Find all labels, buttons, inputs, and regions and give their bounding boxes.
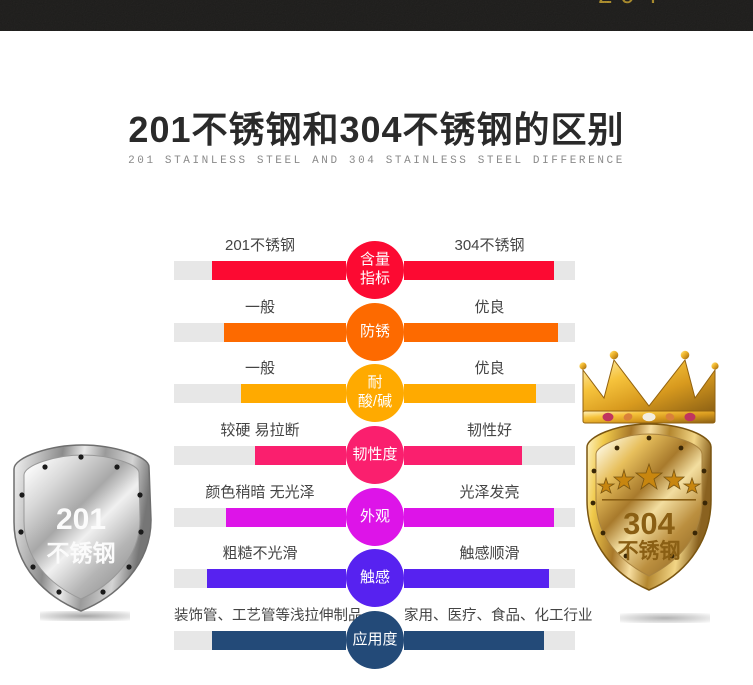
svg-text:不锈钢: 不锈钢 <box>47 540 116 566</box>
svg-text:304: 304 <box>623 506 675 541</box>
svg-text:201: 201 <box>56 503 106 536</box>
svg-text:不锈钢: 不锈钢 <box>618 539 681 563</box>
